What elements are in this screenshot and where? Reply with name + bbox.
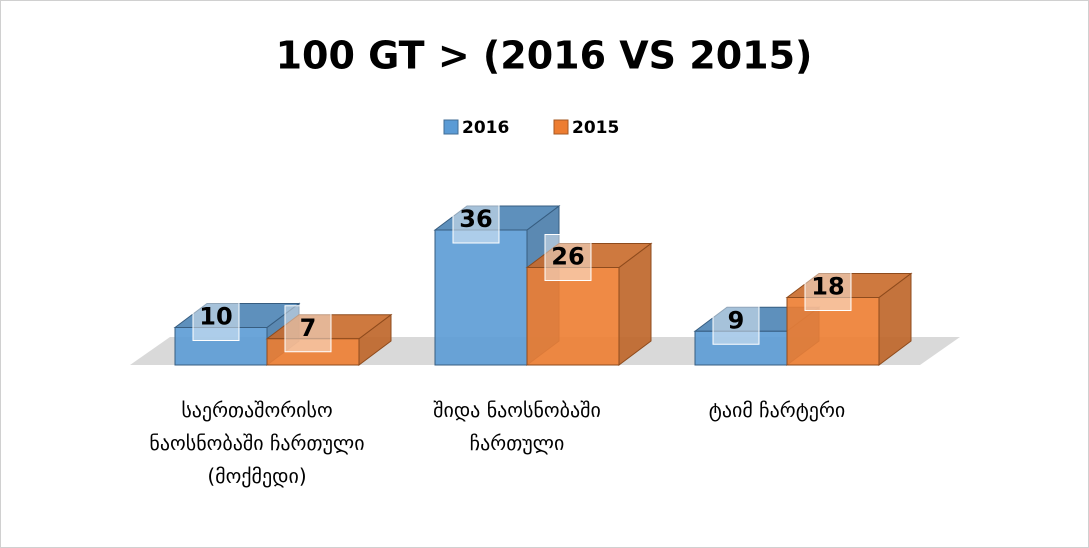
data-label: 26 bbox=[551, 243, 584, 271]
data-label-box bbox=[712, 297, 760, 345]
legend-swatch bbox=[443, 119, 459, 135]
data-label-box bbox=[452, 196, 500, 244]
data-label-box bbox=[284, 305, 332, 353]
data-label: 10 bbox=[199, 303, 232, 331]
data-label: 18 bbox=[811, 273, 844, 301]
bar bbox=[526, 267, 620, 366]
x-tick-label: შიდა ნაოსნობაში ჩართული bbox=[433, 398, 601, 455]
legend-swatch bbox=[553, 119, 569, 135]
data-label-box bbox=[544, 234, 592, 281]
data-label: 7 bbox=[300, 314, 317, 342]
data-label: 9 bbox=[728, 306, 745, 334]
chart-title: 100 GT > (2016 VS 2015) bbox=[276, 34, 813, 78]
bar bbox=[694, 330, 788, 366]
bar bbox=[434, 229, 528, 366]
bar bbox=[174, 327, 268, 366]
bar bbox=[786, 297, 880, 366]
data-label: 36 bbox=[459, 205, 492, 233]
legend-label: 2015 bbox=[572, 118, 619, 138]
x-tick-label: საერთაშორისო ნაოსნობაში ჩართული (მოქმედი… bbox=[149, 398, 365, 488]
data-label-box bbox=[804, 264, 852, 311]
x-tick-label: ტაიმ ჩარტერი bbox=[708, 398, 846, 422]
legend-label: 2016 bbox=[462, 118, 509, 138]
data-label-box bbox=[192, 294, 240, 341]
